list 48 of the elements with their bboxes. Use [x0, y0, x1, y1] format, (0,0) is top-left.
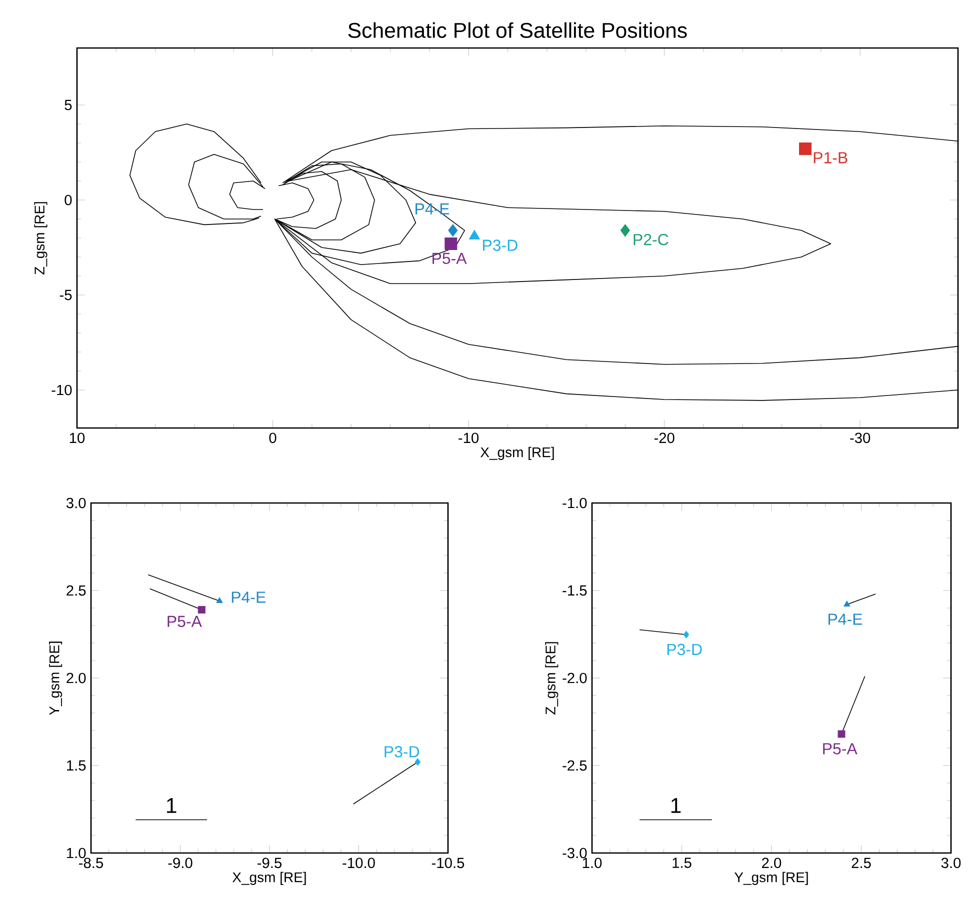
- series-label: P5-A: [823, 743, 858, 754]
- x-tick-label: -30: [850, 432, 870, 444]
- x-axis-title: X_gsm [RE]: [480, 446, 554, 460]
- y-tick-label: -10: [52, 384, 72, 396]
- y-tick-label: 1.5: [67, 760, 86, 771]
- y-axis-title: Z_gsm [RE]: [34, 202, 48, 275]
- series-label: P1-B: [814, 152, 848, 164]
- series-label: P4-E: [232, 592, 266, 603]
- x-tick-label: 2.0: [762, 858, 782, 868]
- series-label: P2-C: [634, 234, 668, 246]
- x-tick-label: -8.5: [79, 858, 104, 868]
- x-tick-label: -10: [458, 432, 479, 444]
- x-tick-label: 3.0: [941, 858, 961, 868]
- x-tick-label: -10.5: [432, 858, 464, 868]
- y-tick-label: 5: [64, 100, 72, 110]
- series-label: P5-A: [168, 616, 202, 628]
- y-tick-label: 1.0: [67, 848, 86, 858]
- x-tick-label: -20: [654, 432, 674, 444]
- series-label: P3-D: [384, 746, 420, 758]
- y-tick-label: -5: [60, 290, 72, 300]
- x-tick-label: -9.5: [258, 858, 282, 868]
- y-tick-label: -1.0: [562, 498, 587, 508]
- y-tick-label: -2.5: [562, 760, 587, 771]
- series-label: P4-E: [828, 614, 862, 625]
- series-label: P3-D: [483, 240, 518, 251]
- x-tick-label: 10: [70, 432, 85, 444]
- x-axis-title: X_gsm [RE]: [232, 872, 306, 885]
- x-tick-label: 1.0: [582, 858, 602, 868]
- y-tick-label: -1.5: [562, 585, 587, 596]
- y-tick-label: -2.0: [562, 672, 587, 684]
- y-tick-label: -3.0: [562, 848, 587, 858]
- x-tick-label: 1.5: [672, 858, 692, 868]
- x-axis-title: Y_gsm [RE]: [734, 872, 808, 885]
- y-tick-label: 0: [64, 194, 72, 206]
- series-label: P5-A: [432, 252, 467, 264]
- y-tick-label: 3.0: [66, 498, 86, 508]
- x-tick-label: -10.0: [342, 858, 375, 868]
- series-label: P3-D: [667, 644, 702, 656]
- y-axis-title: Y_gsm [RE]: [49, 642, 62, 716]
- x-tick-label: -9.0: [168, 858, 192, 868]
- x-tick-label: 2.5: [852, 858, 871, 868]
- y-tick-label: 2.5: [66, 585, 86, 596]
- y-tick-label: 2.0: [66, 672, 86, 684]
- annotation: 1: [167, 798, 176, 813]
- x-tick-label: 0: [269, 432, 276, 444]
- annotation: 1: [671, 798, 681, 813]
- chart-title: Schematic Plot of Satellite Positions: [348, 22, 687, 38]
- y-axis-title: Z_gsm [RE]: [545, 642, 558, 715]
